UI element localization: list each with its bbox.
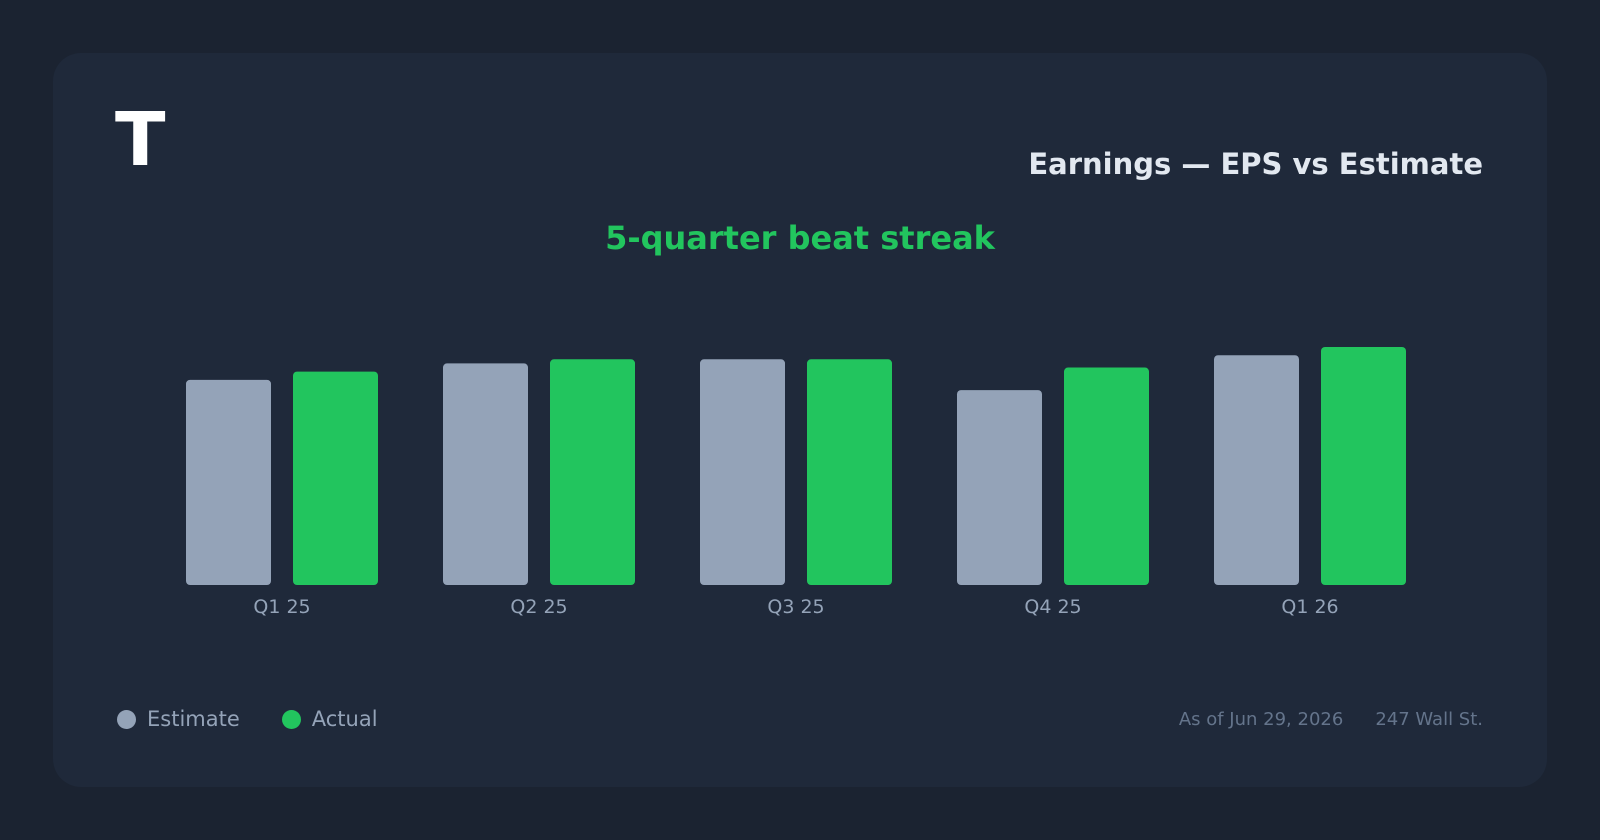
bar-actual-q3-25 — [807, 359, 892, 585]
bar-actual-q4-25 — [1064, 367, 1149, 585]
source-label: 247 Wall St. — [1375, 709, 1483, 730]
bar-estimate-q1-26 — [1214, 355, 1299, 585]
legend-item-actual: Actual — [281, 707, 378, 731]
legend-label-estimate: Estimate — [147, 707, 240, 731]
x-tick-label: Q4 25 — [1024, 596, 1081, 618]
x-tick-label: Q1 25 — [253, 596, 310, 618]
bar-estimate-q4-25 — [957, 390, 1042, 585]
chart-subtitle: 5-quarter beat streak — [605, 219, 995, 257]
bar-estimate-q3-25 — [700, 359, 785, 585]
bar-estimate-q1-25 — [186, 379, 271, 585]
bar-actual-q2-25 — [550, 359, 635, 585]
x-tick-label: Q3 25 — [767, 596, 824, 618]
legend-swatch-estimate — [117, 709, 136, 729]
legend: Estimate Actual — [117, 707, 420, 731]
bar-actual-q1-26 — [1321, 347, 1406, 585]
bar-actual-q1-25 — [293, 371, 378, 585]
footer: As of Jun 29, 2026 247 Wall St. — [1179, 709, 1483, 730]
legend-label-actual: Actual — [311, 707, 378, 731]
legend-swatch-actual — [281, 709, 301, 729]
legend-item-estimate: Estimate — [117, 707, 240, 731]
logo: T — [115, 97, 166, 183]
as-of-date: As of Jun 29, 2026 — [1178, 709, 1344, 730]
x-tick-label: Q1 26 — [1281, 596, 1338, 618]
chart-title: Earnings — EPS vs Estimate — [1028, 147, 1483, 181]
bar-chart: Q1 25 Q2 25 Q3 25 Q4 25 Q1 26 — [186, 347, 1406, 618]
x-tick-label: Q2 25 — [510, 596, 567, 618]
chart-card: T Earnings — EPS vs Estimate 5-quarter b… — [53, 53, 1547, 787]
bar-estimate-q2-25 — [443, 363, 528, 585]
